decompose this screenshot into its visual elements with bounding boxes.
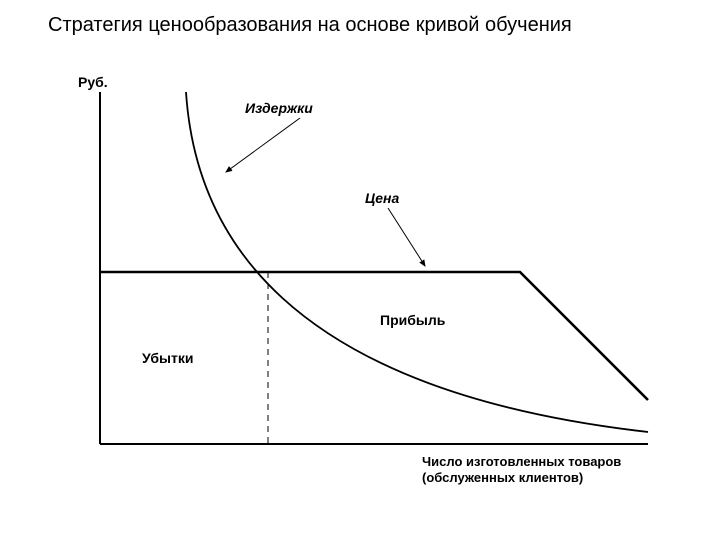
losses-label: Убытки xyxy=(142,350,193,366)
profit-label: Прибыль xyxy=(380,312,445,328)
price-arrow xyxy=(388,208,425,266)
x-axis-label-line2: (обслуженных клиентов) xyxy=(422,470,621,486)
costs-label: Издержки xyxy=(245,100,313,116)
page-title: Стратегия ценообразования на основе крив… xyxy=(48,14,572,37)
price-label: Цена xyxy=(365,190,399,206)
y-axis-label: Руб. xyxy=(78,74,108,90)
x-axis-label-line1: Число изготовленных товаров xyxy=(422,454,621,470)
price-line xyxy=(100,272,648,400)
costs-arrow xyxy=(226,118,300,172)
cost-curve xyxy=(186,92,648,432)
x-axis-label: Число изготовленных товаров (обслуженных… xyxy=(422,454,621,487)
